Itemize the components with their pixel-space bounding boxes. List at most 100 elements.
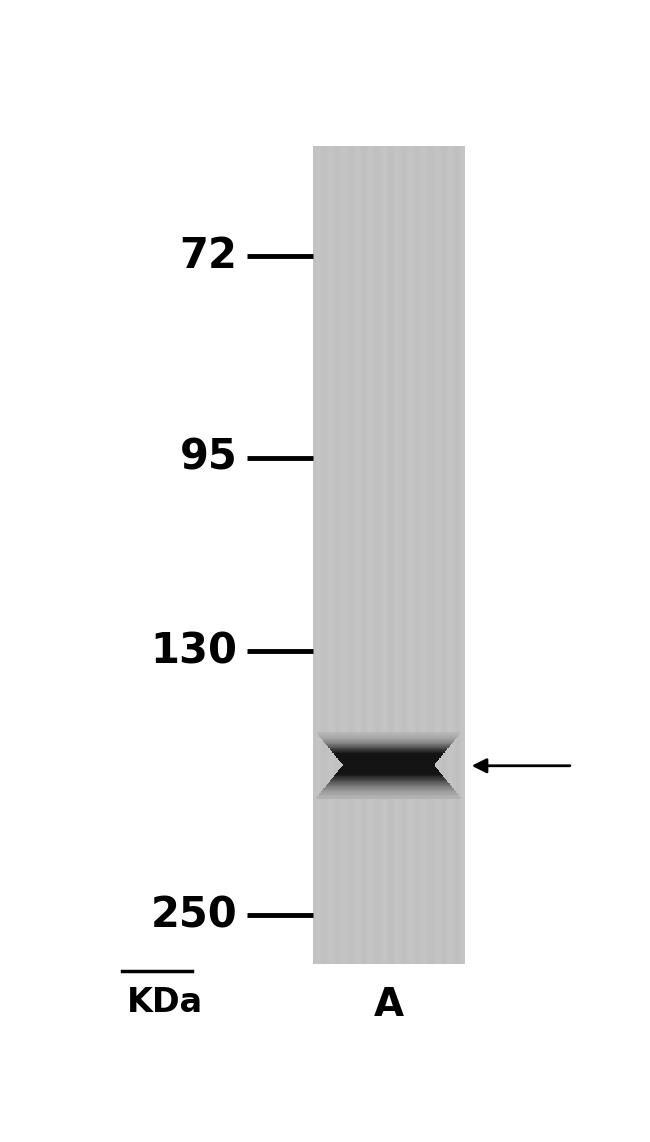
Bar (431, 146, 434, 964)
Bar (318, 734, 459, 735)
Bar (317, 733, 460, 734)
Bar (333, 777, 443, 778)
Bar (339, 759, 438, 761)
Bar (318, 734, 458, 737)
Bar (320, 791, 456, 793)
Bar (370, 146, 374, 964)
Bar (316, 146, 319, 964)
Bar (365, 146, 369, 964)
Bar (334, 754, 443, 755)
Bar (420, 146, 423, 964)
Bar (317, 797, 460, 798)
Bar (317, 796, 460, 797)
Bar (337, 757, 440, 758)
Bar (406, 146, 410, 964)
Bar (437, 146, 440, 964)
Bar (341, 146, 344, 964)
Bar (324, 788, 453, 789)
Bar (337, 773, 441, 774)
Bar (324, 741, 454, 742)
Bar (328, 747, 449, 748)
Bar (368, 146, 371, 964)
Bar (321, 146, 324, 964)
Bar (428, 146, 432, 964)
Bar (357, 146, 360, 964)
Bar (341, 767, 436, 769)
Bar (333, 777, 444, 778)
Bar (330, 780, 447, 781)
Bar (322, 790, 455, 791)
Bar (376, 146, 380, 964)
Bar (453, 146, 456, 964)
Bar (328, 782, 449, 783)
Bar (330, 748, 447, 749)
Bar (352, 146, 355, 964)
Bar (317, 732, 460, 733)
Bar (325, 787, 452, 788)
Bar (324, 788, 454, 789)
Bar (322, 738, 456, 739)
Bar (328, 746, 450, 747)
Bar (332, 751, 445, 753)
Text: 130: 130 (150, 630, 237, 673)
Bar (323, 789, 454, 790)
Bar (338, 771, 439, 772)
Bar (404, 146, 407, 964)
Bar (348, 146, 352, 964)
Bar (409, 146, 412, 964)
Bar (398, 146, 402, 964)
Bar (324, 741, 453, 742)
Bar (331, 779, 446, 781)
Bar (334, 775, 443, 777)
Bar (333, 753, 444, 754)
Bar (318, 794, 458, 796)
Bar (354, 146, 358, 964)
Bar (359, 146, 363, 964)
Bar (445, 146, 448, 964)
Bar (343, 146, 346, 964)
Bar (401, 146, 404, 964)
Bar (341, 762, 436, 763)
Bar (448, 146, 451, 964)
Bar (331, 749, 446, 751)
Bar (337, 756, 441, 757)
Text: A: A (374, 986, 404, 1023)
Bar (322, 739, 455, 740)
Bar (328, 783, 450, 785)
Bar (346, 146, 349, 964)
Bar (330, 781, 447, 782)
Bar (327, 146, 330, 964)
Bar (337, 772, 440, 773)
Bar (395, 146, 398, 964)
Bar (318, 795, 459, 796)
Bar (322, 791, 456, 793)
Bar (325, 742, 452, 743)
Bar (330, 146, 333, 964)
Bar (335, 773, 441, 774)
Bar (316, 797, 461, 798)
Bar (459, 146, 462, 964)
Bar (343, 765, 435, 766)
Bar (320, 793, 457, 794)
Bar (343, 764, 435, 765)
Bar (327, 745, 450, 746)
Bar (329, 782, 448, 783)
Bar (434, 146, 437, 964)
Bar (339, 758, 439, 759)
Text: KDa: KDa (127, 986, 203, 1019)
Text: 250: 250 (151, 894, 237, 936)
Bar (330, 749, 447, 750)
Bar (327, 785, 450, 786)
Bar (393, 146, 396, 964)
Bar (313, 146, 317, 964)
Bar (426, 146, 429, 964)
Bar (323, 740, 454, 741)
Bar (382, 146, 385, 964)
Bar (341, 767, 437, 769)
Bar (373, 146, 377, 964)
Bar (450, 146, 454, 964)
Bar (326, 743, 451, 746)
Bar (335, 756, 441, 757)
Bar (335, 755, 442, 756)
Bar (412, 146, 415, 964)
